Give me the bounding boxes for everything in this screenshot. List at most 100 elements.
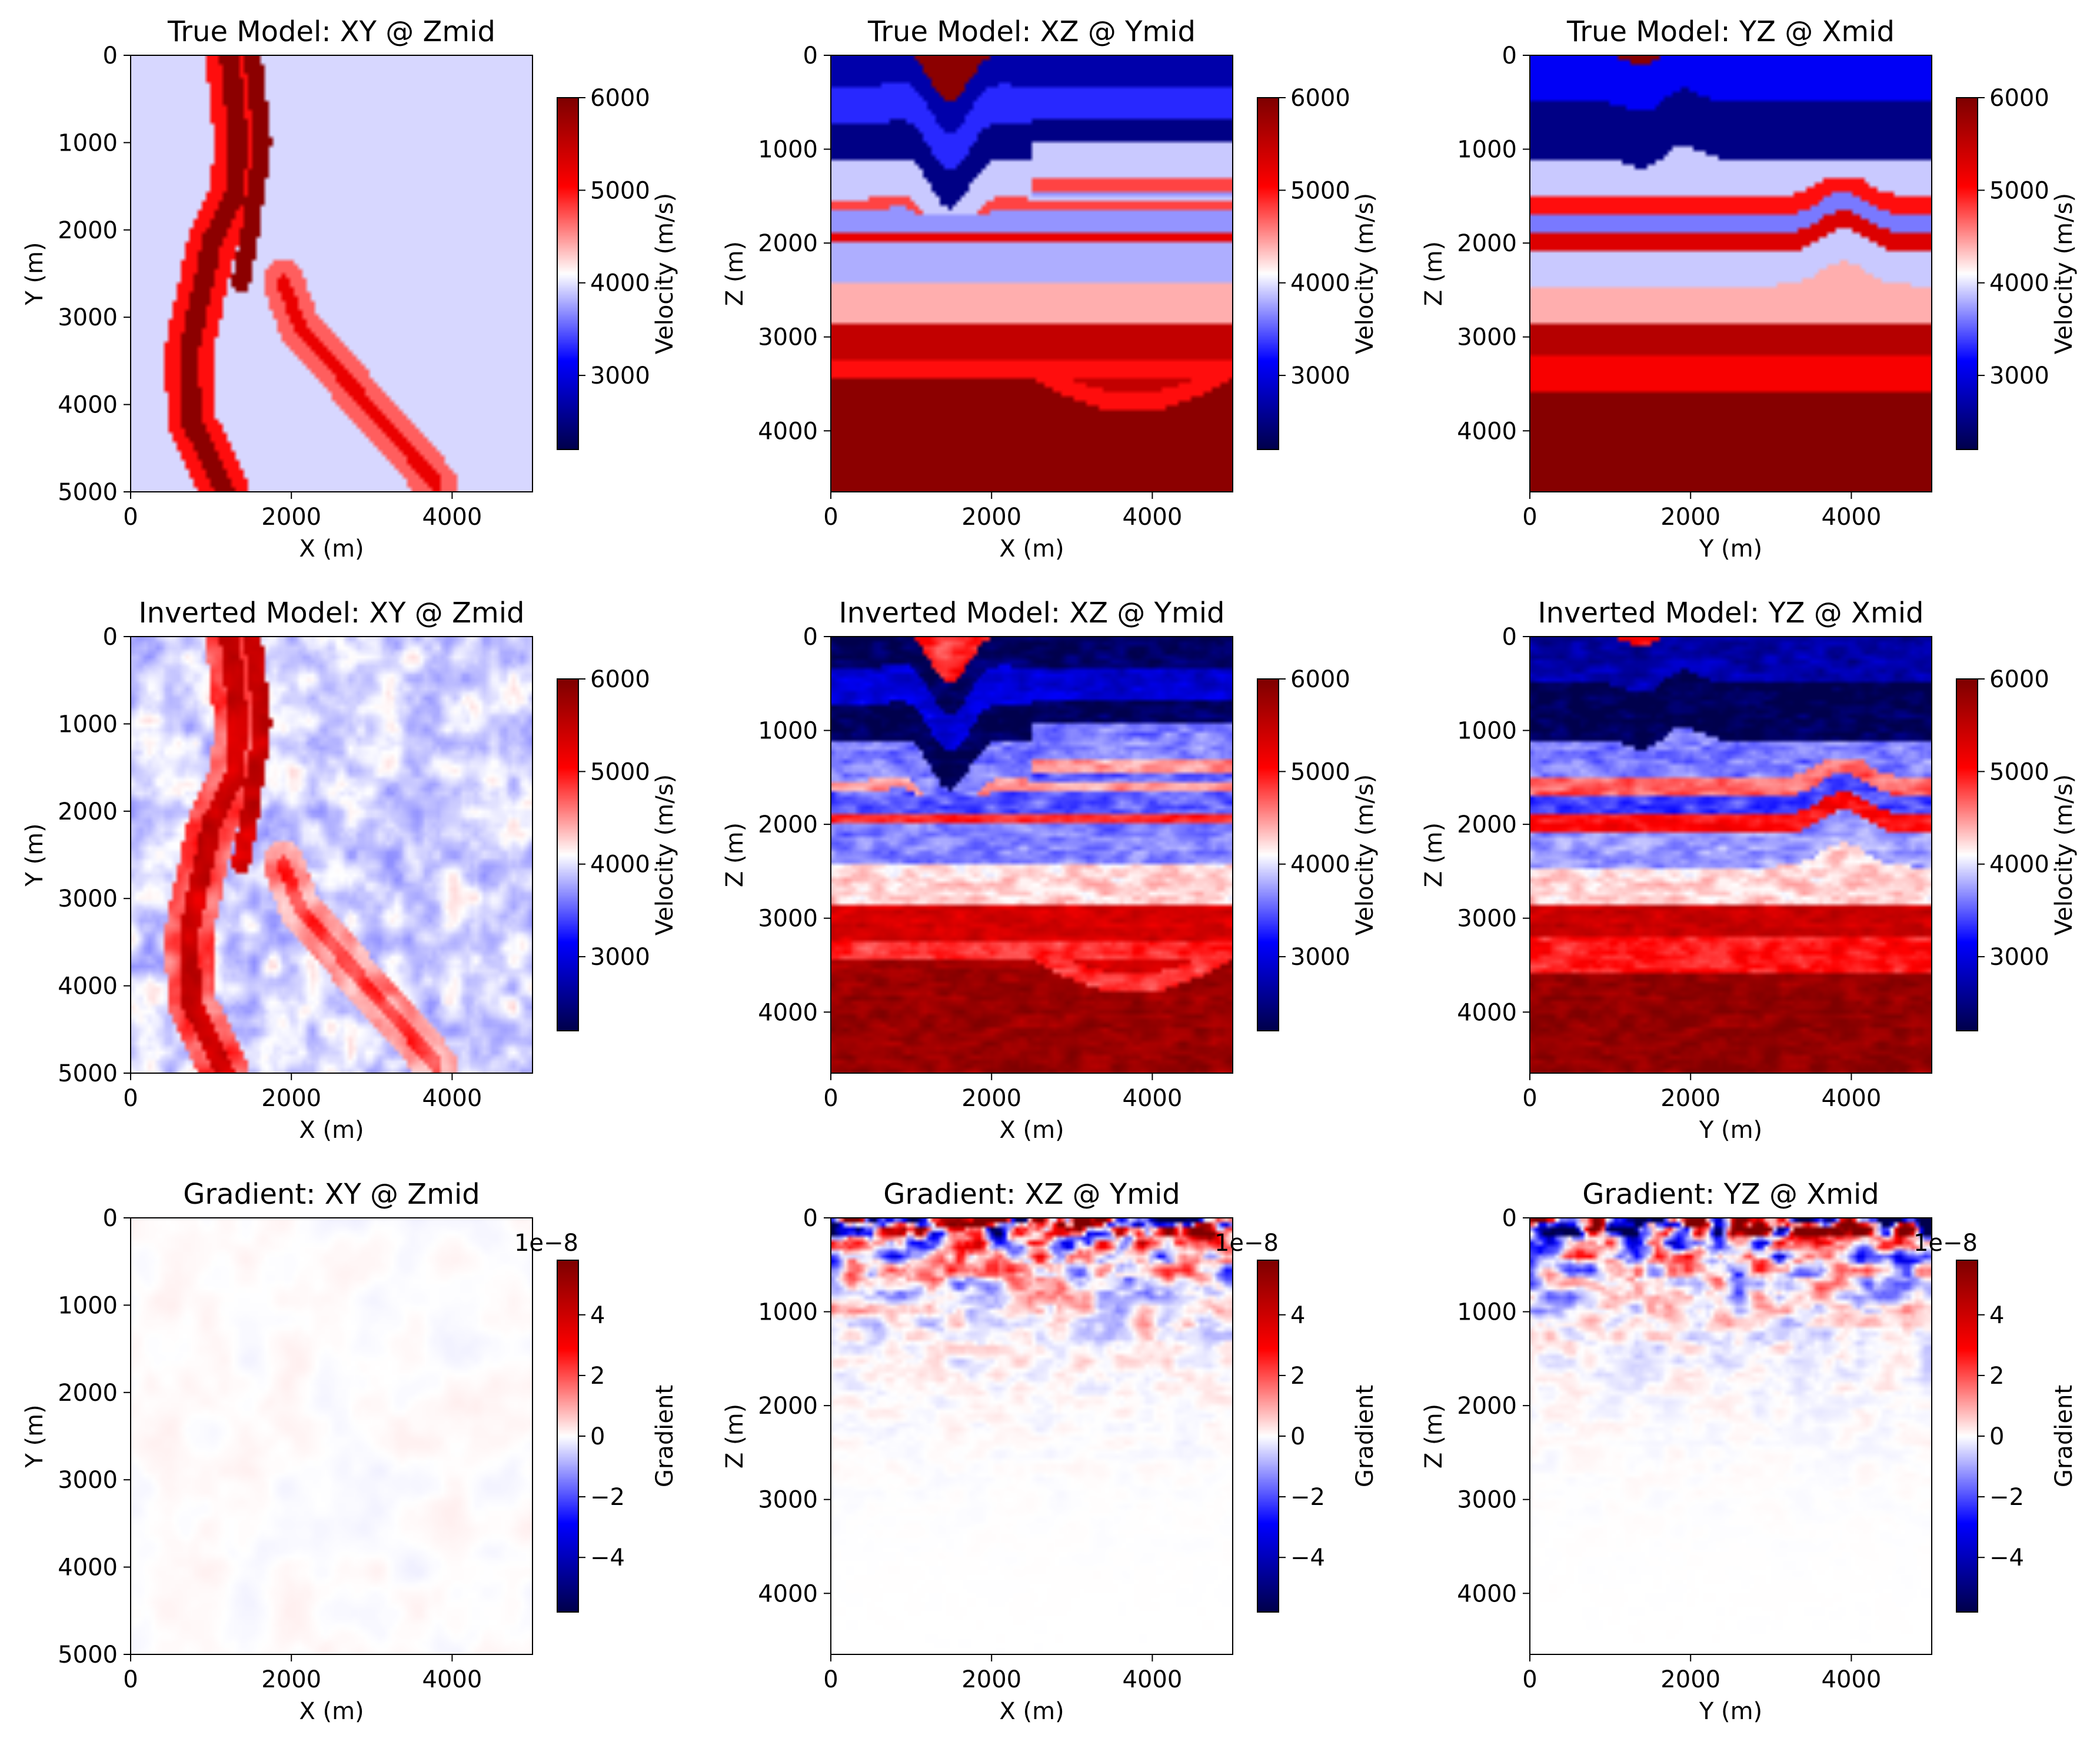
colorbar-tick-label: −2 — [1989, 1484, 2024, 1511]
plot-frame — [1529, 1217, 1932, 1655]
x-tick-label: 2000 — [961, 504, 1021, 531]
plot-frame — [830, 55, 1233, 492]
colorbar-gradient — [1257, 98, 1279, 449]
colorbar-frame — [1956, 97, 1978, 450]
x-tick-label: 4000 — [1822, 1666, 1882, 1693]
plot-frame — [1529, 636, 1932, 1074]
colorbar-offset-label: 1e−8 — [514, 1230, 578, 1257]
y-tick-label: 3000 — [1457, 1487, 1517, 1514]
colorbar-tick-label: 3000 — [590, 944, 650, 971]
colorbar-tick-label: 4000 — [590, 851, 650, 878]
colorbar-label: Velocity (m/s) — [2051, 193, 2078, 354]
colorbar-tick-label: 2 — [590, 1363, 605, 1390]
y-axis-label: Z (m) — [1420, 241, 1447, 306]
y-tick-label: 2000 — [58, 1380, 118, 1407]
colorbar-gradient — [1257, 1260, 1279, 1612]
plot-frame — [830, 1217, 1233, 1655]
y-tick-label: 0 — [1502, 42, 1517, 69]
y-tick-label: 2000 — [1457, 230, 1517, 257]
y-tick-label: 0 — [803, 1205, 818, 1232]
y-tick-label: 4000 — [1457, 418, 1517, 445]
x-tick-label: 4000 — [422, 1085, 482, 1112]
x-axis-label: X (m) — [299, 1117, 364, 1144]
colorbar-gradient — [557, 98, 578, 449]
x-axis-label: X (m) — [299, 535, 364, 562]
y-tick-label: 1000 — [58, 711, 118, 738]
x-tick-label: 2000 — [1660, 1085, 1720, 1112]
y-axis-label: Y (m) — [21, 1404, 48, 1468]
y-tick-label: 1000 — [758, 718, 818, 745]
y-tick-label: 0 — [103, 624, 118, 651]
x-axis-label: Y (m) — [1699, 535, 1762, 562]
colorbar-tick-label: 4 — [1290, 1302, 1305, 1329]
y-tick-label: 0 — [103, 42, 118, 69]
panel-title: True Model: XZ @ Ymid — [867, 15, 1196, 48]
panel-title: True Model: XY @ Zmid — [167, 15, 495, 48]
colorbar-tick-label: −2 — [590, 1484, 625, 1511]
y-tick-label: 5000 — [58, 479, 118, 506]
y-tick-label: 3000 — [1457, 905, 1517, 933]
y-tick-label: 5000 — [58, 1060, 118, 1087]
colorbar-gradient — [557, 1260, 578, 1612]
x-tick-label: 4000 — [1123, 1666, 1183, 1693]
colorbar-frame — [557, 97, 579, 450]
colorbar-label: Gradient — [1352, 1385, 1379, 1487]
colorbar-tick-label: 6000 — [1290, 666, 1350, 693]
y-tick-label: 3000 — [58, 304, 118, 331]
y-tick-label: 1000 — [1457, 1299, 1517, 1326]
colorbar-tick-label: 4000 — [1290, 270, 1350, 297]
heatmap-image — [131, 637, 533, 1073]
y-axis-label: Z (m) — [721, 1404, 748, 1468]
colorbar-tick-label: 5000 — [1290, 758, 1350, 785]
colorbar-tick-label: 5000 — [590, 177, 650, 204]
colorbar-frame — [557, 678, 579, 1031]
y-tick-label: 1000 — [58, 129, 118, 156]
y-tick-label: 4000 — [758, 418, 818, 445]
colorbar-tick-label: 5000 — [1989, 177, 2049, 204]
colorbar-frame — [1257, 678, 1279, 1031]
colorbar-gradient — [1956, 679, 1978, 1031]
x-tick-label: 0 — [123, 1666, 138, 1693]
colorbar-tick-label: −4 — [1989, 1544, 2024, 1571]
panel-5: Inverted Model: XZ @ Ymid 0 2000 4000 X (m) 0… — [721, 597, 1379, 1144]
plot-frame — [130, 55, 533, 492]
colorbar-tick-label: 5000 — [1290, 177, 1350, 204]
y-tick-label: 3000 — [758, 324, 818, 351]
y-axis-label: Y (m) — [21, 823, 48, 887]
colorbar-tick-label: 4000 — [590, 270, 650, 297]
colorbar-tick-label: 3000 — [1290, 944, 1350, 971]
y-tick-label: 4000 — [58, 1554, 118, 1581]
x-tick-label: 0 — [1522, 504, 1537, 531]
y-tick-label: 3000 — [758, 905, 818, 933]
colorbar-tick-label: 6000 — [590, 85, 650, 112]
y-tick-label: 2000 — [758, 230, 818, 257]
colorbar-tick-label: 2 — [1290, 1363, 1305, 1390]
y-axis-label: Y (m) — [21, 242, 48, 305]
colorbar-tick-label: 3000 — [1989, 944, 2049, 971]
x-tick-label: 2000 — [261, 1085, 321, 1112]
colorbar-label: Velocity (m/s) — [651, 193, 678, 354]
panel-title: Gradient: YZ @ Xmid — [1582, 1178, 1879, 1211]
x-tick-label: 2000 — [961, 1666, 1021, 1693]
y-tick-label: 2000 — [758, 1393, 818, 1420]
x-axis-label: X (m) — [999, 1698, 1064, 1725]
y-axis-label: Z (m) — [721, 822, 748, 887]
y-tick-label: 1000 — [758, 136, 818, 164]
y-tick-label: 4000 — [58, 973, 118, 1000]
panel-2: True Model: XZ @ Ymid 0 2000 4000 X (m) 0 1000… — [721, 15, 1379, 562]
colorbar-tick-label: 0 — [590, 1423, 605, 1450]
panel-title: Inverted Model: XZ @ Ymid — [838, 597, 1224, 630]
y-tick-label: 4000 — [58, 392, 118, 419]
colorbar-tick-label: 2 — [1989, 1363, 2004, 1390]
colorbar-tick-label: 4 — [590, 1302, 605, 1329]
colorbar-tick-label: 5000 — [590, 758, 650, 785]
colorbar-tick-label: 4000 — [1989, 851, 2049, 878]
y-axis-label: Z (m) — [1420, 822, 1447, 887]
colorbar-tick-label: 5000 — [1989, 758, 2049, 785]
colorbar-tick-label: −2 — [1290, 1484, 1325, 1511]
colorbar-tick-label: 3000 — [1989, 362, 2049, 389]
y-tick-label: 1000 — [758, 1299, 818, 1326]
x-tick-label: 0 — [1522, 1085, 1537, 1112]
